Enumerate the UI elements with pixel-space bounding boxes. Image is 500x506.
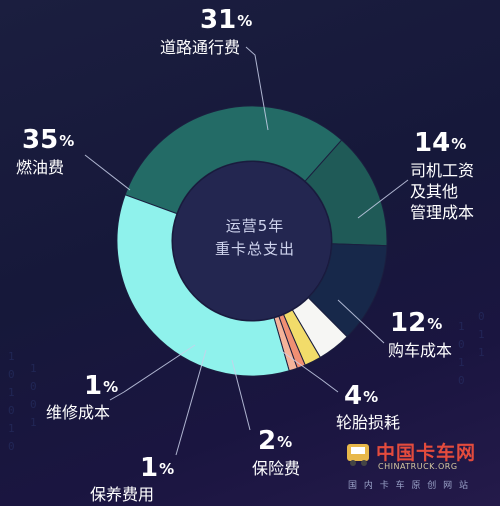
svg-text:0: 0 (478, 310, 485, 323)
slice-fuel (116, 194, 290, 377)
pct-repair: 1% (84, 371, 119, 401)
svg-text:0: 0 (30, 398, 37, 411)
truck-logo-icon (347, 444, 369, 466)
pct-maintenance: 1% (140, 453, 175, 483)
leader-line-fuel (84, 154, 131, 191)
label-salary: 司机工资 及其他 管理成本 (410, 161, 475, 222)
center-text-line-1: 运营5年 (225, 217, 285, 235)
label-insurance: 保险费 (252, 459, 301, 478)
leader-line-tire (279, 349, 339, 393)
svg-text:1: 1 (8, 386, 15, 399)
svg-text:1: 1 (8, 422, 15, 435)
leader-line-vehicle (337, 299, 385, 344)
watermark-en: CHINATRUCK.ORG (378, 462, 458, 471)
label-repair: 维修成本 (46, 403, 111, 422)
svg-text:0: 0 (458, 374, 465, 387)
pct-insurance: 2% (258, 426, 293, 456)
leader-line-salary (357, 179, 409, 219)
pct-salary: 14% (414, 128, 467, 158)
leader-line-road-toll (245, 46, 269, 131)
svg-text:1: 1 (478, 328, 485, 341)
watermark-cn: 中国卡车网 (376, 442, 477, 464)
leader-line-insurance (231, 359, 251, 431)
svg-text:1: 1 (8, 350, 15, 363)
svg-text:0: 0 (458, 338, 465, 351)
pct-road-toll: 31% (200, 5, 253, 35)
pct-fuel: 35% (22, 125, 75, 155)
svg-text:0: 0 (8, 404, 15, 417)
svg-text:1: 1 (30, 362, 37, 375)
watermark: 中国卡车网 CHINATRUCK.ORG 国 内 卡 车 原 创 网 站 (344, 436, 494, 498)
donut-hole (173, 162, 331, 320)
svg-text:1: 1 (458, 356, 465, 369)
svg-text:0: 0 (8, 440, 15, 453)
label-tire: 轮胎损耗 (336, 413, 401, 432)
watermark-sub: 国 内 卡 车 原 创 网 站 (348, 481, 471, 491)
svg-text:1: 1 (30, 416, 37, 429)
svg-text:0: 0 (30, 380, 37, 393)
label-fuel: 燃油费 (16, 158, 65, 177)
leader-line-repair (109, 344, 196, 401)
pct-tire: 4% (344, 381, 379, 411)
label-vehicle: 购车成本 (388, 341, 453, 360)
slice-road-toll (124, 105, 343, 215)
svg-text:0: 0 (8, 368, 15, 381)
svg-text:1: 1 (478, 346, 485, 359)
label-road-toll: 道路通行费 (160, 38, 241, 57)
pct-vehicle: 12% (390, 308, 443, 338)
label-maintenance: 保养费用 (90, 485, 155, 504)
leader-line-maintenance (175, 349, 207, 456)
svg-text:1: 1 (458, 320, 465, 333)
center-text-line-2: 重卡总支出 (214, 240, 295, 258)
